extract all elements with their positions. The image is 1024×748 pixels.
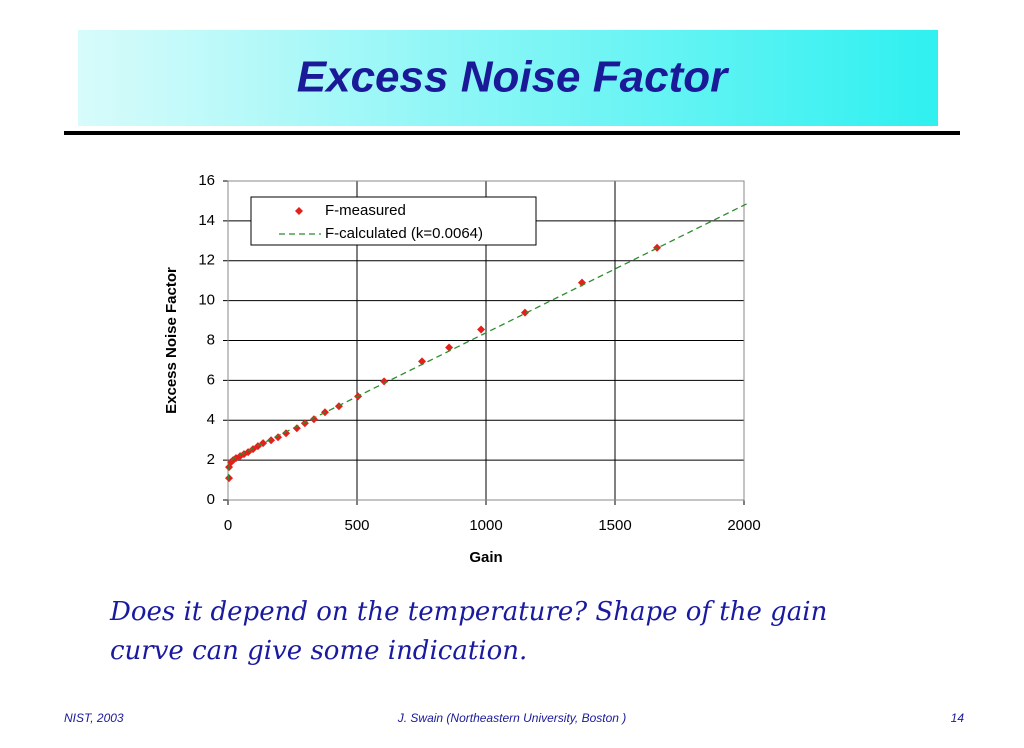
data-point <box>445 343 454 352</box>
data-point <box>418 357 427 366</box>
legend-box <box>250 196 537 246</box>
data-point <box>259 439 268 448</box>
legend-label: F-measured <box>325 202 406 219</box>
legend-label: F-calculated (k=0.0064) <box>325 225 483 242</box>
data-point <box>225 474 234 483</box>
y-tick-label: 2 <box>207 451 215 468</box>
x-tick-label: 500 <box>344 517 369 534</box>
y-tick-label: 4 <box>207 411 215 428</box>
data-point <box>292 424 301 433</box>
y-tick-label: 14 <box>198 212 215 229</box>
data-point <box>477 325 486 334</box>
data-point <box>520 308 529 317</box>
data-point <box>653 243 662 252</box>
x-tick-label: 2000 <box>727 517 760 534</box>
y-tick-label: 0 <box>207 491 215 508</box>
title-rule <box>64 131 960 135</box>
caption-line: Does it depend on the temperature? Shape… <box>109 597 827 627</box>
footer-right: 14 <box>951 711 965 725</box>
y-tick-label: 10 <box>198 292 215 309</box>
data-point <box>380 377 389 386</box>
slide-title: Excess Noise Factor <box>297 53 730 102</box>
legend-marker <box>295 207 303 215</box>
y-tick-label: 8 <box>207 331 215 348</box>
plot-frame <box>227 180 745 501</box>
chart: 0 2 4 6 8 10 12 14 16 0 500 1000 1500 2000 Gain Excess … <box>163 172 761 566</box>
x-tick-label: 0 <box>224 517 232 534</box>
footer-left: NIST, 2003 <box>64 711 124 725</box>
caption-line: curve can give some indication. <box>110 636 527 666</box>
footer-center: J. Swain (Northeastern University, Bosto… <box>397 711 627 725</box>
x-tick-label: 1000 <box>469 517 502 534</box>
data-point <box>267 436 276 445</box>
y-tick-label: 16 <box>198 172 215 189</box>
y-axis-label: Excess Noise Factor <box>163 267 180 414</box>
y-tick-label: 6 <box>207 371 215 388</box>
x-axis-label: Gain <box>469 549 502 566</box>
x-tick-label: 1500 <box>598 517 631 534</box>
y-tick-label: 12 <box>198 252 215 269</box>
title-bar <box>78 30 938 126</box>
